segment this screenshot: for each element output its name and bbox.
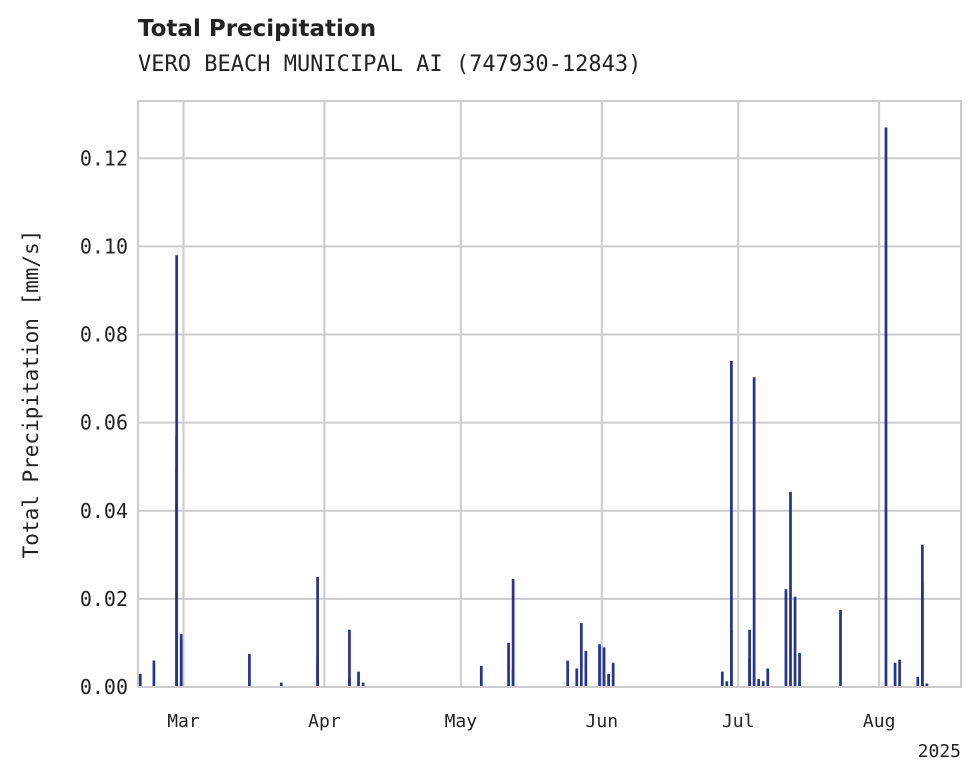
y-tick-label: 0.08: [80, 323, 128, 347]
bar-series: [138, 127, 929, 688]
chart-subtitle: VERO BEACH MUNICIPAL AI (747930-12843): [138, 52, 642, 77]
bar: [357, 671, 360, 687]
bar: [611, 662, 615, 687]
bar: [730, 360, 733, 687]
bar: [798, 682, 801, 687]
bar: [789, 491, 792, 687]
bar: [279, 682, 283, 687]
year-label: 2025: [918, 741, 961, 762]
bar: [916, 676, 920, 687]
bar: [602, 647, 606, 687]
bar: [511, 579, 515, 687]
bar: [579, 623, 583, 687]
bar: [748, 658, 751, 687]
y-tick-label: 0.00: [80, 675, 128, 699]
bar: [361, 682, 365, 687]
bar: [766, 668, 770, 687]
bar: [752, 377, 756, 687]
grid-lines: [138, 101, 961, 687]
bar: [507, 642, 510, 687]
y-tick-label: 0.06: [80, 411, 128, 435]
bar: [798, 653, 801, 687]
bar: [179, 634, 183, 687]
y-tick-labels: 0.00 0.02 0.04 0.06 0.08 0.10 0.12: [80, 146, 128, 699]
bar: [138, 673, 142, 687]
bar: [761, 681, 765, 687]
chart-title: Total Precipitation: [138, 16, 377, 42]
x-tick-label: Apr: [308, 711, 341, 732]
bar: [925, 683, 929, 687]
bar: [175, 435, 179, 687]
bar: [839, 609, 842, 687]
x-tick-label: Mar: [167, 711, 200, 732]
x-tick-labels: Mar Apr May Jun Jul Aug: [167, 711, 895, 732]
bar: [607, 673, 610, 687]
bar: [179, 682, 183, 687]
bar: [725, 681, 729, 687]
y-tick-label: 0.10: [80, 234, 128, 258]
bar: [575, 668, 579, 687]
bar: [584, 650, 588, 687]
bar: [920, 544, 924, 687]
bar: [316, 576, 319, 687]
bar: [479, 665, 483, 687]
x-tick-label: Aug: [863, 711, 896, 732]
y-tick-label: 0.12: [80, 146, 128, 170]
bar: [598, 644, 601, 687]
y-axis-label: Total Precipitation [mm/s]: [19, 230, 43, 559]
x-tick-label: May: [445, 711, 478, 732]
bar: [248, 653, 251, 687]
x-tick-label: Jul: [722, 711, 755, 732]
bar: [893, 662, 897, 687]
bar: [784, 589, 788, 687]
bar: [152, 660, 156, 687]
bar: [884, 127, 888, 687]
bar: [511, 669, 515, 687]
bar: [348, 629, 351, 687]
bar: [720, 671, 724, 687]
bar: [793, 596, 797, 687]
bar: [757, 679, 761, 687]
y-tick-label: 0.02: [80, 587, 128, 611]
y-tick-label: 0.04: [80, 499, 128, 523]
x-tick-label: Jun: [586, 711, 619, 732]
bar: [898, 659, 901, 687]
bar: [730, 630, 733, 687]
bar: [566, 660, 570, 687]
